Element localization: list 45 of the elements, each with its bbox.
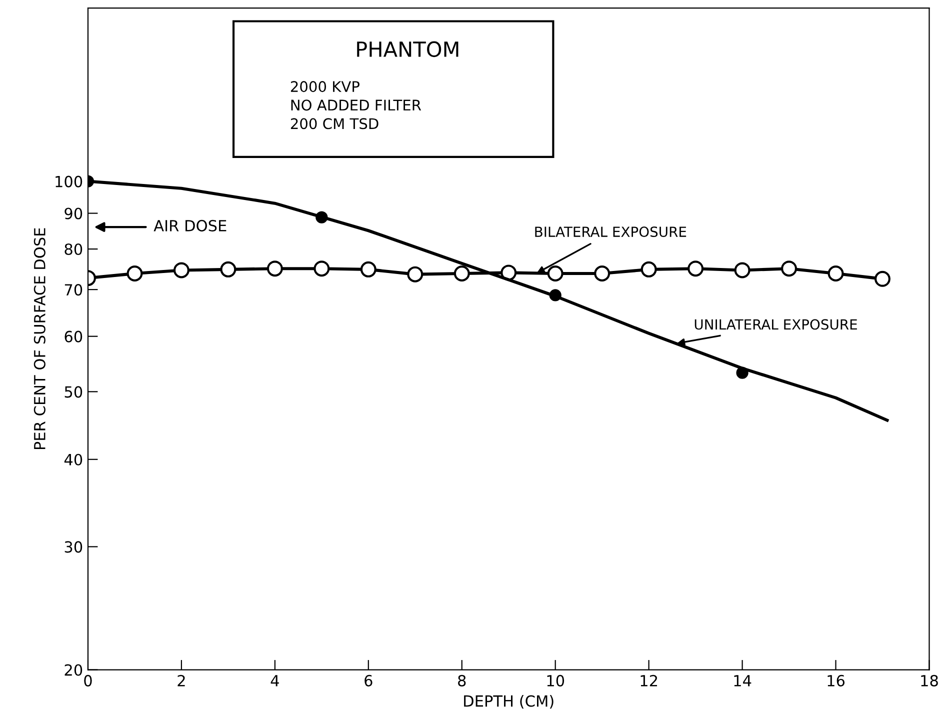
text: PHANTOM xyxy=(357,41,458,58)
x-tick-label: 6 xyxy=(364,674,372,686)
point xyxy=(126,266,143,282)
y-tick-label: 20 xyxy=(64,664,82,676)
y-tick-label: 50 xyxy=(64,386,82,398)
point xyxy=(360,261,376,278)
x-tick-label: 16 xyxy=(828,674,845,686)
y-tick-label: 40 xyxy=(64,454,82,466)
x-tick-label: 10 xyxy=(547,674,564,686)
point xyxy=(828,266,844,282)
y-tick-label: 80 xyxy=(64,243,82,256)
x-tick-label: 8 xyxy=(458,674,466,686)
point xyxy=(640,261,657,278)
point xyxy=(688,260,704,277)
point xyxy=(173,262,190,278)
point xyxy=(549,289,562,302)
text: 2000 KVP NO ADDED FILTER 200 CM TSD xyxy=(290,81,422,130)
point xyxy=(594,266,610,282)
point xyxy=(314,260,330,277)
x-tick-label: 14 xyxy=(734,675,752,686)
x-tick-label: 2 xyxy=(178,674,185,686)
x-tick-label: 0 xyxy=(84,674,92,686)
y-axis-title: PER CENT OF SURFACE DOSE xyxy=(34,228,46,450)
y-tick-label: 90 xyxy=(64,208,82,220)
point xyxy=(220,261,236,278)
x-tick-label: 12 xyxy=(640,674,658,686)
y-tick-label: 70 xyxy=(64,284,82,296)
series-label: BILATERAL EXPOSURE xyxy=(535,226,686,238)
point xyxy=(266,260,283,277)
x-tick-label: 18 xyxy=(921,674,938,686)
point xyxy=(454,266,470,282)
point xyxy=(407,266,424,282)
point xyxy=(781,260,798,277)
point xyxy=(734,262,750,278)
x-tick-label: 4 xyxy=(270,675,279,686)
point xyxy=(316,211,328,224)
y-tick-label: 60 xyxy=(64,330,82,342)
point xyxy=(874,270,890,287)
series-label: UNILATERAL EXPOSURE xyxy=(694,319,857,330)
point xyxy=(547,266,564,282)
point xyxy=(736,366,748,379)
y-tick-label: 100 xyxy=(56,176,82,188)
x-axis-title: DEPTH (CM) xyxy=(464,694,554,709)
annotation: AIR DOSE xyxy=(154,220,226,232)
y-tick-label: 30 xyxy=(64,541,82,553)
